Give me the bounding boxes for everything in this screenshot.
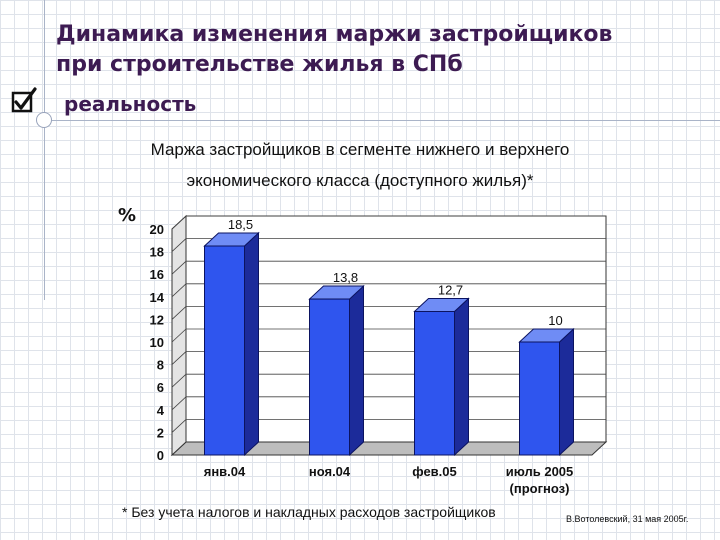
decor-horizontal-line: [52, 120, 720, 121]
bar: [518, 327, 575, 457]
x-tick-label: янв.04: [204, 464, 246, 479]
bar-front: [204, 245, 245, 456]
y-tick-label: 12: [150, 312, 164, 327]
decor-vertical-line: [44, 0, 45, 300]
grid-line-side: [171, 306, 187, 320]
bar: [203, 231, 260, 457]
y-tick-label: 6: [157, 380, 164, 395]
x-tick-label: июль 2005: [506, 464, 574, 479]
grid-line-side: [171, 215, 187, 230]
bar-side: [454, 297, 469, 457]
bar-front: [414, 310, 455, 456]
y-tick-label: 10: [150, 335, 164, 350]
grid-line-side: [171, 260, 187, 275]
bar: [308, 284, 365, 457]
data-label: 10: [548, 313, 562, 328]
grid-line-side: [171, 351, 187, 365]
bar: [413, 297, 470, 457]
slide-title-line-1: Динамика изменения маржи застройщиков: [56, 22, 613, 47]
chart-title-line-1: Маржа застройщиков в сегменте нижнего и …: [150, 140, 570, 159]
y-tick-label: 0: [157, 448, 164, 463]
grid-line-side: [171, 283, 187, 298]
bar-top: [518, 328, 575, 343]
y-tick-label: 14: [150, 290, 165, 305]
grid-line-side: [171, 238, 187, 252]
chart-title: Маржа застройщиков в сегменте нижнего и …: [90, 134, 630, 196]
y-tick-label: 4: [157, 403, 165, 418]
y-tick-label: 20: [150, 222, 164, 237]
footnote: * Без учета налогов и накладных расходов…: [122, 504, 496, 520]
bar-side: [349, 284, 364, 457]
bar-front: [309, 298, 350, 456]
grid-line-side: [171, 396, 187, 411]
y-axis-label: %: [118, 205, 136, 226]
slide-subtitle: реальность: [64, 92, 197, 116]
y-tick-label: 16: [150, 267, 164, 282]
bar-chart: 0 2 4 6 8 10 12 14 16 18 20% 18,5 янв.04 13,8 ноя.04 12…: [118, 205, 608, 496]
author-credit: В.Вотолевский, 31 мая 2005г.: [566, 514, 689, 524]
bar-side: [244, 231, 259, 457]
bar-top: [203, 232, 260, 247]
grid-line-side: [171, 419, 187, 433]
checkbox-checked-icon: [11, 87, 37, 113]
y-tick-label: 8: [157, 358, 164, 373]
bar-top: [308, 285, 365, 300]
x-tick-label: ноя.04: [309, 464, 351, 479]
decor-circle: [36, 112, 52, 128]
data-label: 18,5: [228, 217, 253, 232]
data-label: 12,7: [438, 282, 463, 297]
bar-side: [559, 327, 574, 457]
grid-line-side: [171, 373, 187, 388]
chart-title-line-2: экономического класса (доступного жилья)…: [186, 171, 534, 190]
grid-line-side: [171, 328, 187, 343]
slide-title: Динамика изменения маржи застройщиков пр…: [56, 20, 612, 80]
bar-front: [519, 341, 560, 456]
y-tick-label: 2: [157, 425, 164, 440]
x-tick-label: фев.05: [412, 464, 457, 479]
slide-title-line-2: при строительстве жилья в СПб: [56, 52, 463, 77]
y-tick-label: 18: [150, 245, 164, 260]
x-tick-label: (прогноз): [510, 481, 570, 496]
bar-top: [413, 297, 470, 312]
data-label: 13,8: [333, 270, 358, 285]
